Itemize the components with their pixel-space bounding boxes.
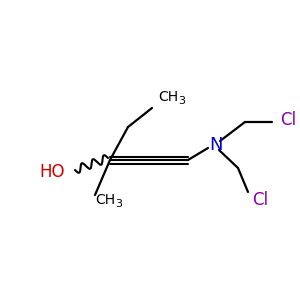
Text: N: N	[209, 136, 223, 154]
Text: CH: CH	[95, 193, 115, 207]
Text: 3: 3	[115, 199, 122, 209]
Text: CH: CH	[158, 90, 178, 104]
Text: Cl: Cl	[252, 191, 268, 209]
Text: 3: 3	[178, 96, 185, 106]
Text: HO: HO	[39, 163, 65, 181]
Text: Cl: Cl	[280, 111, 296, 129]
